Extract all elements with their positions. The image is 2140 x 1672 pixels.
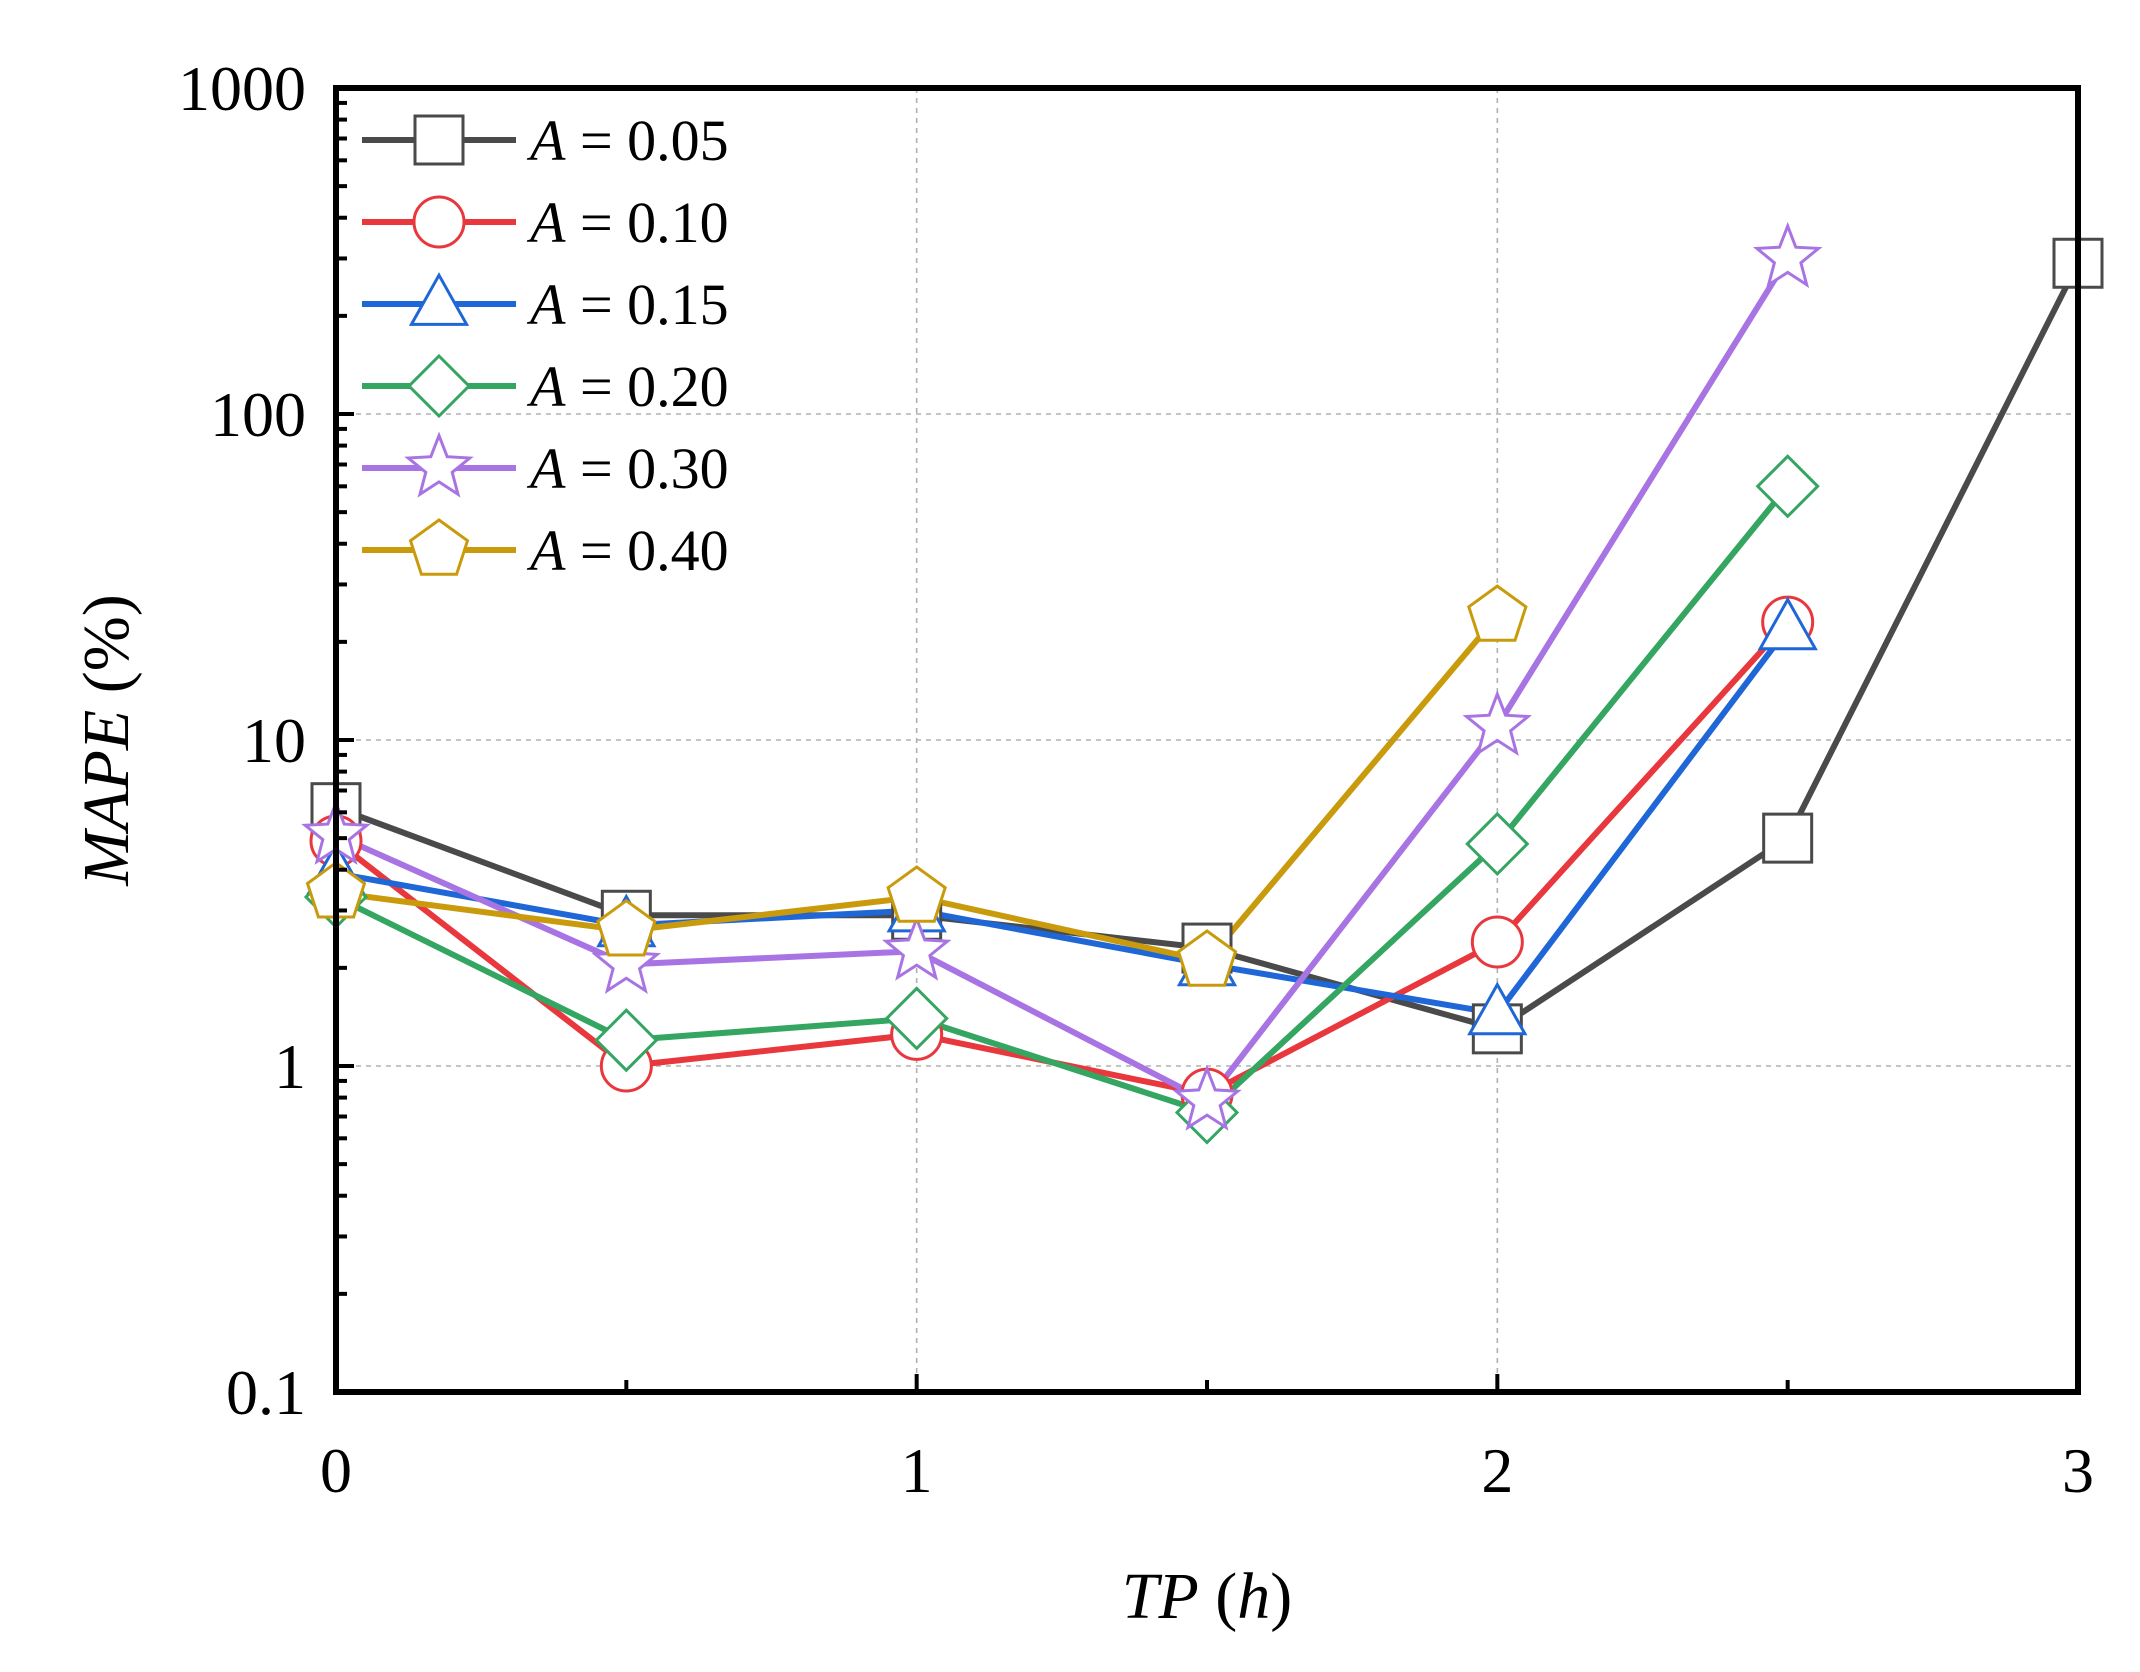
legend-item: A = 0.10 (362, 190, 729, 255)
y-tick-label: 10 (242, 705, 306, 776)
series-markers-5 (301, 221, 1823, 1131)
legend: A = 0.05 A = 0.10 A = 0.15 A = 0.20 A = 0.30… (362, 108, 729, 583)
legend-marker (408, 518, 470, 576)
data-point (884, 986, 949, 1051)
legend-label: A = 0.05 (526, 108, 729, 173)
series-line (334, 256, 1791, 1105)
data-point (594, 1008, 659, 1073)
legend-marker (406, 353, 472, 419)
x-tick-label: 0 (320, 1435, 352, 1506)
legend-label: A = 0.40 (526, 518, 729, 583)
y-tick-label: 100 (210, 379, 306, 450)
y-tick-label: 1000 (178, 53, 306, 124)
y-tick-label: 1 (274, 1031, 306, 1102)
series-3 (335, 626, 1791, 1017)
y-axis-title: MAPE (%) (70, 594, 143, 886)
legend-label: A = 0.30 (526, 436, 729, 501)
data-point (1752, 221, 1823, 289)
series-line (334, 484, 1791, 1116)
series-line (335, 626, 1791, 1017)
data-point (881, 914, 952, 981)
data-point (1172, 1064, 1242, 1131)
x-axis-title: TP (h) (1122, 1560, 1293, 1633)
legend-marker (412, 195, 466, 249)
data-point (596, 898, 657, 957)
series-markers-2 (309, 595, 1815, 1121)
legend-label: A = 0.20 (526, 354, 729, 419)
legend-marker (408, 272, 470, 326)
legend-item: A = 0.05 (362, 108, 729, 173)
series-layer (301, 221, 2104, 1145)
x-tick-label: 3 (2062, 1435, 2094, 1506)
data-point (886, 865, 947, 923)
legend-item: A = 0.20 (362, 353, 729, 419)
legend-marker (413, 114, 465, 166)
x-tick-label: 2 (1481, 1435, 1513, 1506)
data-point (1467, 584, 1528, 642)
x-tick-label: 1 (901, 1435, 933, 1506)
data-point (1465, 811, 1530, 877)
legend-item: A = 0.30 (362, 431, 729, 501)
data-point (1755, 454, 1820, 519)
legend-label: A = 0.10 (526, 190, 729, 255)
data-point (591, 927, 662, 994)
tick-labels: 0 1 2 3 0.1 1 10 100 1000 (178, 53, 2094, 1506)
legend-item: A = 0.40 (362, 518, 729, 583)
data-point (1176, 929, 1238, 987)
data-point (1470, 915, 1524, 969)
legend-item: A = 0.15 (362, 272, 729, 337)
axis-ticks (334, 86, 2080, 1394)
series-4 (334, 484, 1791, 1116)
data-point (1467, 981, 1528, 1036)
legend-marker (404, 431, 474, 498)
legend-label: A = 0.15 (526, 272, 729, 337)
data-point (1762, 812, 1814, 864)
data-point (1757, 596, 1818, 651)
data-point (1462, 689, 1533, 757)
y-tick-label: 0.1 (226, 1357, 306, 1428)
series-5 (334, 256, 1791, 1105)
